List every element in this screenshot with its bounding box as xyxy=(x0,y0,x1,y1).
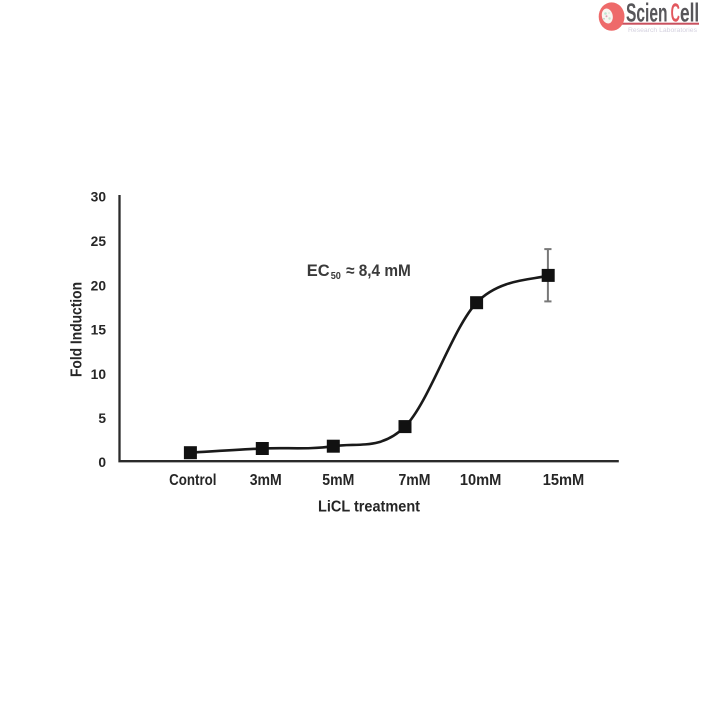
svg-text:Scien: Scien xyxy=(626,0,668,28)
svg-text:50: 50 xyxy=(331,270,341,282)
svg-text:Fold Induction: Fold Induction xyxy=(68,282,85,377)
svg-text:Control: Control xyxy=(169,472,216,489)
svg-text:3mM: 3mM xyxy=(250,472,282,489)
svg-text:10mM: 10mM xyxy=(460,472,502,489)
svg-text:ell: ell xyxy=(680,0,699,28)
svg-text:C: C xyxy=(671,0,680,28)
svg-text:5: 5 xyxy=(98,411,106,426)
svg-text:EC: EC xyxy=(307,262,330,280)
svg-text:0: 0 xyxy=(98,455,106,470)
svg-text:LiCL treatment: LiCL treatment xyxy=(318,499,421,516)
svg-text:30: 30 xyxy=(91,189,107,204)
svg-text:15: 15 xyxy=(91,322,107,337)
svg-text:5mM: 5mM xyxy=(322,472,354,489)
svg-text:25: 25 xyxy=(91,234,107,249)
svg-text:7mM: 7mM xyxy=(399,472,431,489)
svg-text:Research Laboratories: Research Laboratories xyxy=(628,28,697,34)
svg-text:10: 10 xyxy=(91,367,107,382)
svg-text:20: 20 xyxy=(91,278,107,293)
svg-text:15mM: 15mM xyxy=(543,472,585,489)
svg-text:≈ 8,4 mM: ≈ 8,4 mM xyxy=(346,262,411,280)
